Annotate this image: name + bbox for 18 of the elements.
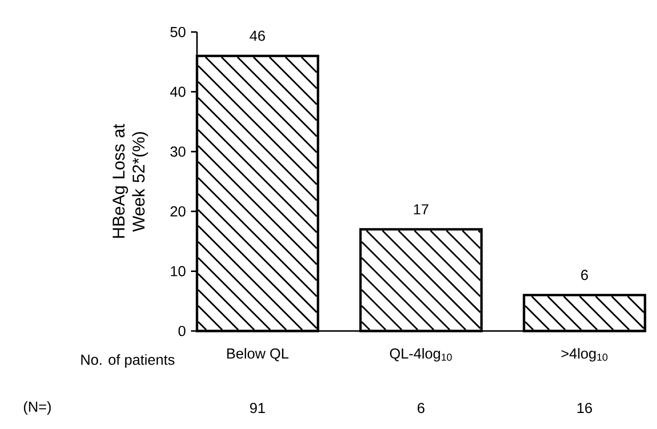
- text: No. of patients: [81, 354, 174, 368]
- y-tick-label: 10: [170, 266, 186, 276]
- y-tick-label: 50: [170, 26, 186, 38]
- x-tick-label: Below QL: [227, 348, 288, 362]
- text: 16: [578, 402, 592, 414]
- y-tick-label: 20: [170, 206, 186, 217]
- text: (N=): [24, 401, 51, 415]
- text: 6: [418, 402, 424, 414]
- x-tick-label: QL-4log$_{10}$: [390, 348, 452, 362]
- text: 91: [250, 402, 265, 414]
- y-tick-label: 40: [170, 86, 186, 97]
- data-label: 6: [581, 270, 588, 280]
- y-axis-title: HBeAg Loss at Week 52*(%): [112, 124, 148, 238]
- data-label: 46: [250, 30, 265, 41]
- data-label: 17: [414, 204, 428, 214]
- x-tick-label: >4log$_{10}$: [561, 348, 608, 362]
- y-tick-label: 30: [170, 146, 186, 157]
- y-tick-label: 0: [178, 326, 186, 336]
